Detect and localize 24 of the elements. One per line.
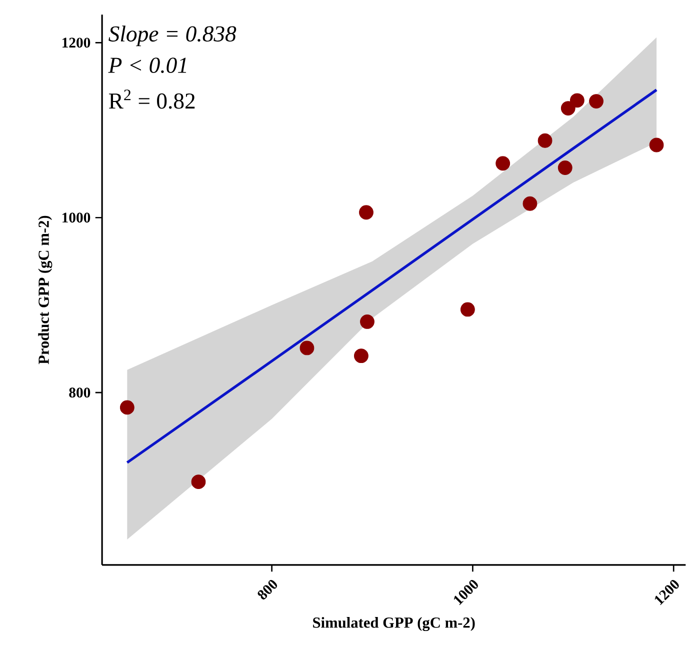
point <box>649 138 664 152</box>
point <box>560 101 576 116</box>
y-tick-label: 800 <box>69 388 90 398</box>
y-tick-label: 1200 <box>62 38 90 48</box>
x-axis-title: Simulated GPP (gC m-2) <box>313 617 475 632</box>
point <box>558 160 572 175</box>
x-tick-label: 800 <box>258 580 278 600</box>
point <box>460 302 475 317</box>
y-axis-title: Product GPP (gC m-2) <box>38 216 52 364</box>
point <box>191 474 206 490</box>
point <box>354 348 368 364</box>
point <box>359 205 374 220</box>
point <box>570 93 584 108</box>
point <box>538 133 552 148</box>
point <box>522 196 538 211</box>
y-tick-label: 1000 <box>62 212 90 223</box>
point <box>300 340 314 356</box>
point <box>496 156 510 171</box>
point <box>360 314 374 329</box>
annotation: P < 0.01 <box>108 58 186 74</box>
point <box>589 94 604 108</box>
annotation: R$^{2}$ = 0.82 <box>108 90 195 109</box>
annotation: Slope = 0.838 <box>108 26 236 46</box>
point <box>120 400 134 415</box>
